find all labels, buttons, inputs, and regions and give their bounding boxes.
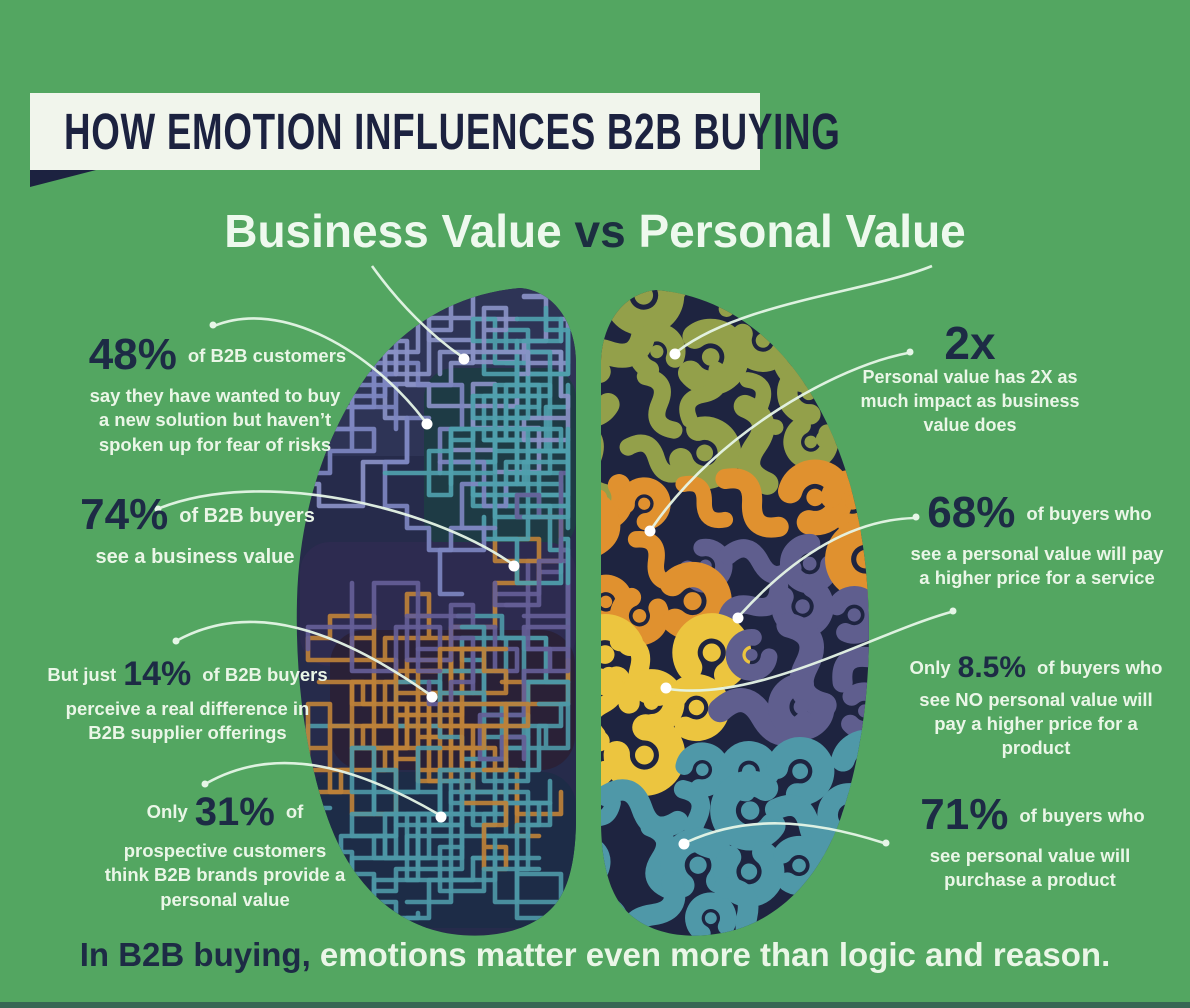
subtitle-vs: vs: [574, 205, 626, 257]
stat-68-value: 68%: [927, 488, 1016, 537]
stat-85-prefix: Only: [909, 657, 951, 678]
footer-light: emotions matter even more than logic and…: [310, 936, 1111, 973]
subtitle-business: Business Value: [224, 205, 562, 257]
stat-48-percent: 48% of B2B customers say they have wanted…: [70, 326, 360, 457]
stat-2x-text: Personal value has 2X as much impact as …: [860, 367, 1080, 435]
subtitle: Business Value vs Personal Value: [0, 204, 1190, 258]
title-banner: HOW EMOTION INFLUENCES B2B BUYING: [30, 93, 840, 170]
stat-71-value: 71%: [920, 790, 1009, 839]
stat-71-percent: 71% of buyers who see personal value will…: [888, 786, 1172, 893]
stat-74-text: of B2B buyers see a business value: [95, 505, 315, 569]
stat-2x: 2x Personal value has 2X as much impact …: [850, 320, 1090, 437]
stat-31-prefix: Only: [146, 801, 188, 822]
footer-dark: In B2B buying,: [79, 936, 311, 973]
callout-lines: [154, 264, 957, 850]
maze-pattern: [305, 293, 571, 921]
footer-statement: In B2B buying, emotions matter even more…: [0, 936, 1190, 974]
subtitle-personal: Personal Value: [638, 205, 966, 257]
stat-31-value: 31%: [194, 790, 275, 834]
bottom-crop-strip: [0, 1002, 1190, 1008]
stat-74-percent: 74% of B2B buyers see a business value: [45, 486, 345, 570]
stat-14-value: 14%: [123, 655, 192, 693]
stat-68-percent: 68% of buyers who see a personal value wi…: [893, 484, 1181, 591]
swirl-pattern: [601, 290, 869, 936]
banner-fold: [30, 170, 96, 187]
stat-85-text: of buyers who see NO personal value will…: [919, 657, 1163, 759]
stat-2x-value: 2x: [944, 317, 996, 369]
stat-85-value: 8.5%: [957, 651, 1027, 684]
stat-48-text: of B2B customers say they have wanted to…: [89, 345, 347, 455]
stat-31-text: of prospective customers think B2B brand…: [104, 801, 346, 910]
right-hemisphere: [601, 290, 869, 936]
stat-85-percent: Only 8.5% of buyers who see NO personal va…: [898, 648, 1174, 761]
stat-14-text: of B2B buyers perceive a real difference…: [65, 664, 328, 744]
stat-68-text: of buyers who see a personal value will …: [910, 503, 1164, 589]
stat-14-prefix: But just: [47, 664, 117, 685]
stat-74-value: 74%: [80, 490, 169, 539]
stat-71-text: of buyers who see personal value will pu…: [929, 805, 1145, 891]
stat-48-value: 48%: [88, 330, 177, 379]
stat-31-percent: Only 31% of prospective customers think B2…: [95, 786, 355, 912]
page-title: HOW EMOTION INFLUENCES B2B BUYING: [64, 103, 841, 160]
stat-14-percent: But just 14% of B2B buyers perceive a real…: [45, 652, 330, 746]
